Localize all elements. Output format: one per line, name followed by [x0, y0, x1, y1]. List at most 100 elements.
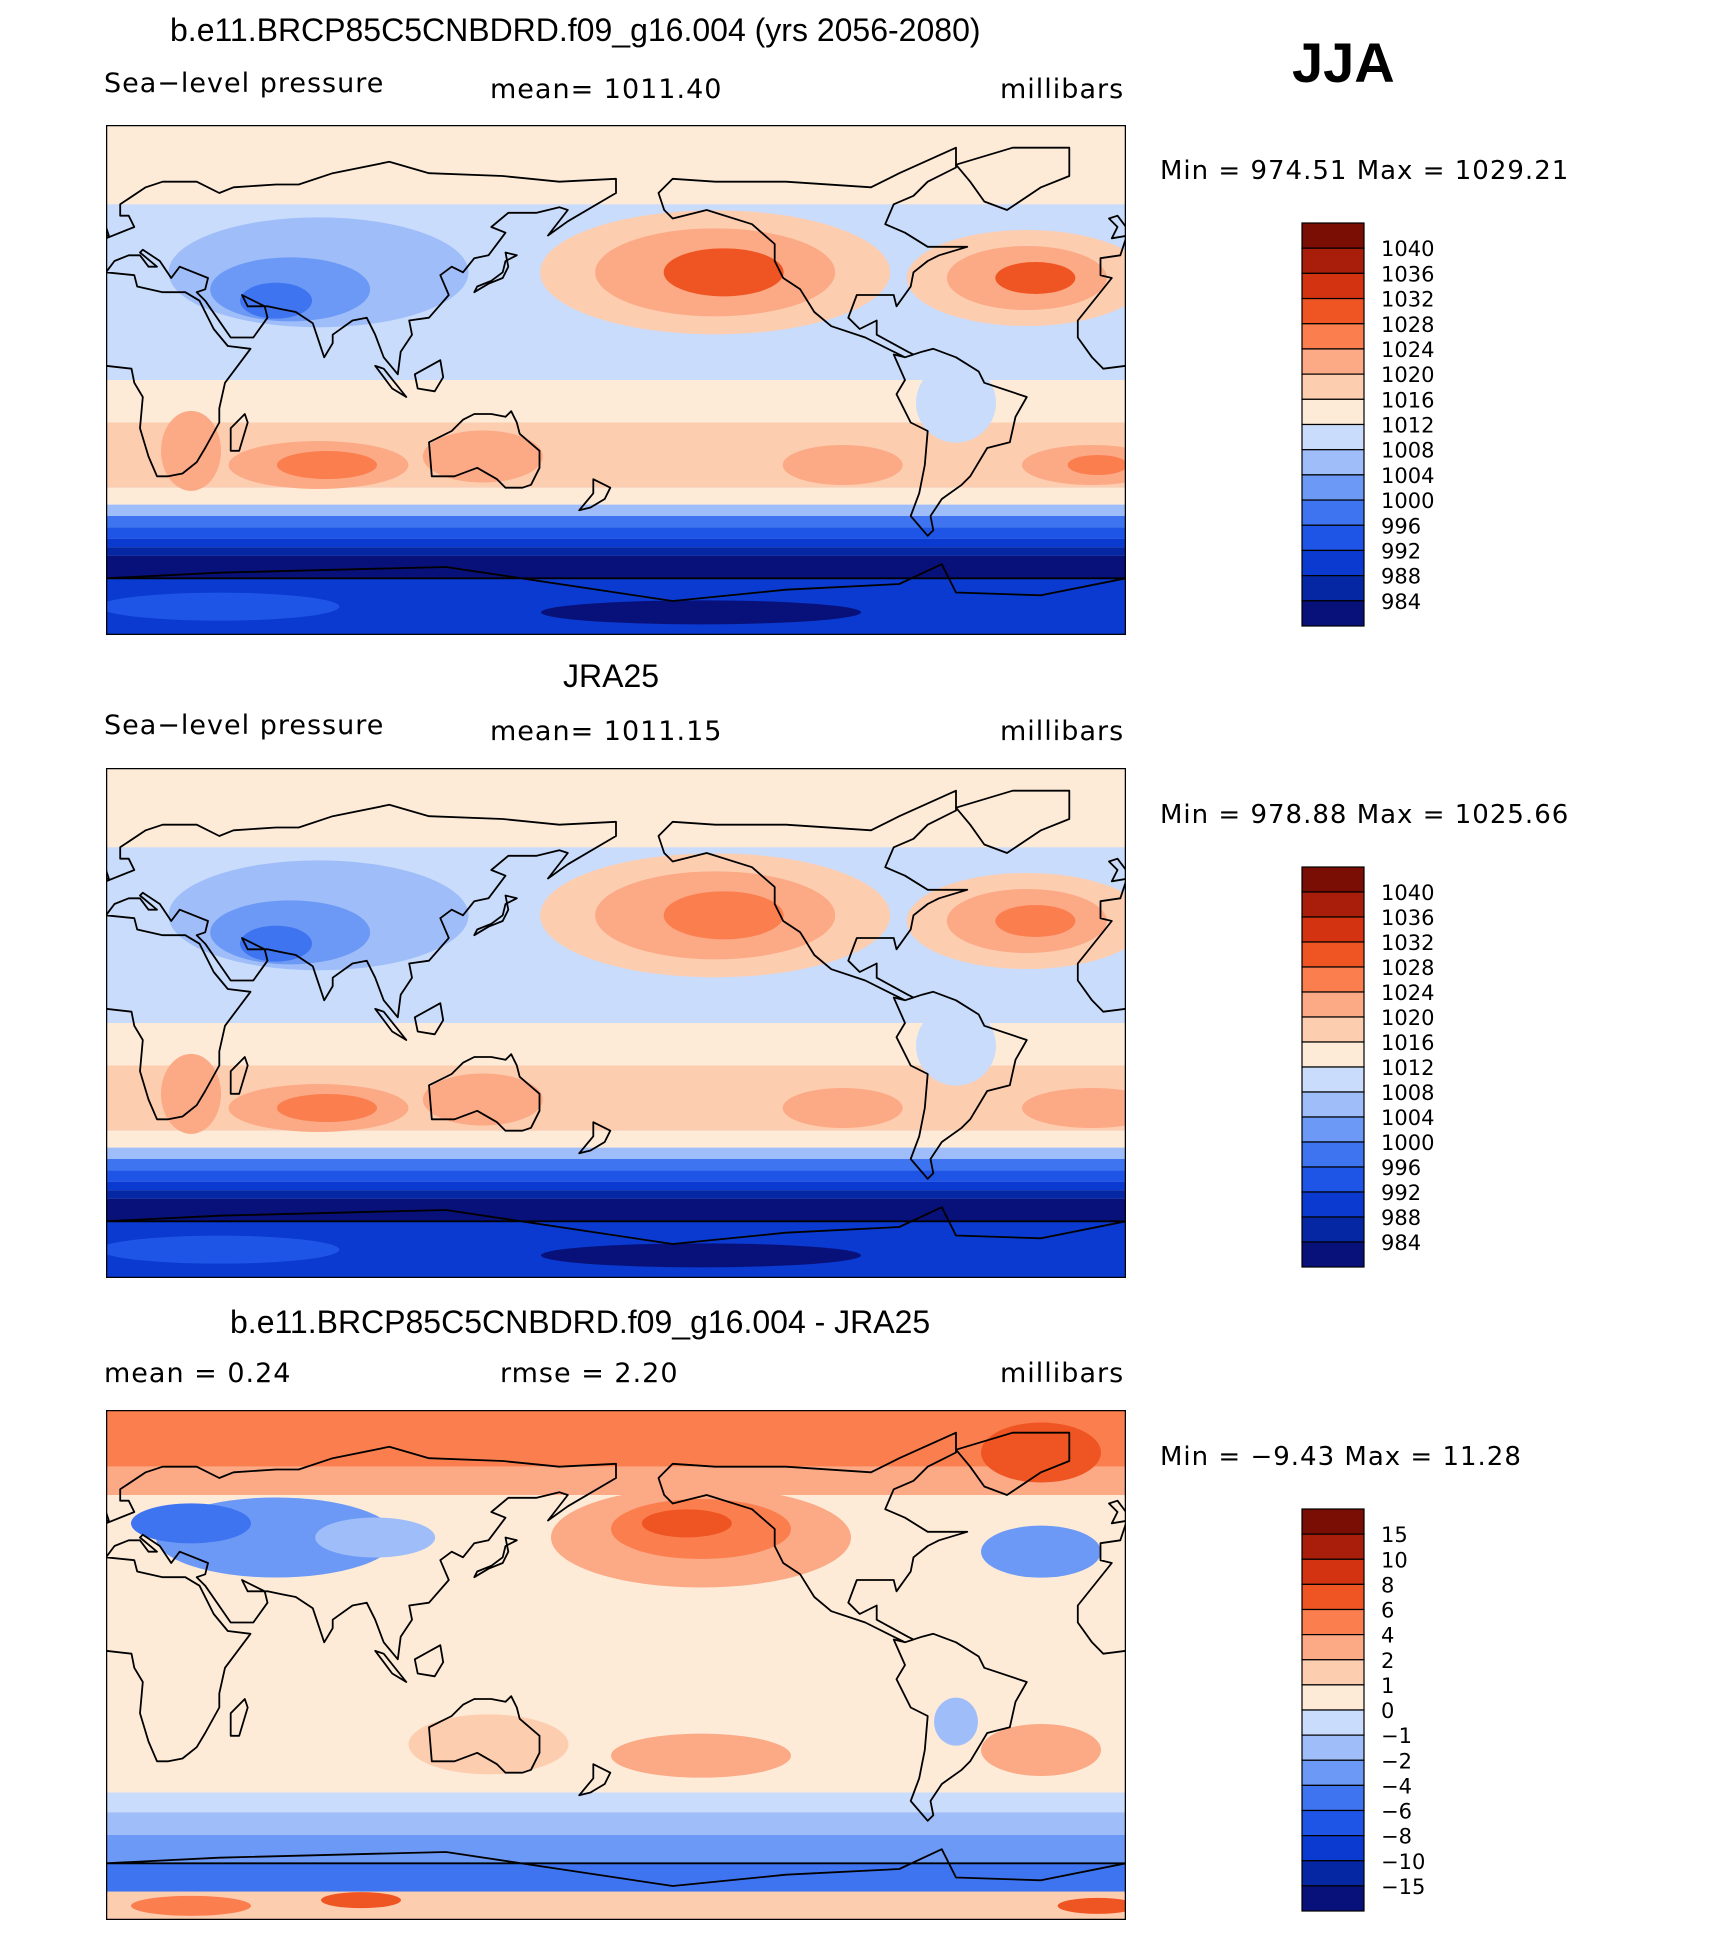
colorbar-swatch	[1301, 272, 1365, 300]
field-region	[1022, 1088, 1126, 1128]
field-region	[916, 362, 996, 443]
field-region	[161, 1053, 221, 1134]
colorbar-tick-label: 996	[1381, 514, 1421, 538]
colorbar-swatch	[1301, 1608, 1365, 1636]
colorbar-swatch	[1301, 1533, 1365, 1560]
panel2-units-label: millibars	[1000, 716, 1125, 747]
field-region	[916, 1005, 996, 1086]
colorbar-swatch	[1301, 1835, 1365, 1862]
coastline-uk-wrap	[1108, 857, 1126, 883]
coastline-nz	[578, 478, 612, 512]
colorbar-swatch	[1301, 348, 1365, 375]
panel2-title: JRA25	[563, 658, 660, 694]
coastline-uk	[106, 1510, 110, 1522]
coastline-greenland	[955, 789, 1071, 854]
colorbar-swatch	[1301, 1508, 1365, 1535]
coastline-antarctica	[106, 563, 1126, 602]
field-region	[277, 1094, 377, 1122]
colorbar-tick-label: 15	[1381, 1523, 1408, 1547]
field-region	[981, 1525, 1101, 1578]
colorbar-tick-label: 984	[1381, 1231, 1421, 1255]
colorbar-swatch	[1301, 1684, 1365, 1711]
colorbar-swatch	[1301, 1216, 1365, 1243]
field-band	[106, 1198, 1126, 1222]
coastline-antarctica	[106, 1848, 1126, 1887]
field-region	[782, 445, 903, 485]
panel1-units-label: millibars	[1000, 74, 1125, 105]
colorbar-tick-label: 1032	[1381, 931, 1434, 955]
field-region	[277, 451, 377, 479]
panel3-mean-label: mean = 0.24	[104, 1358, 292, 1389]
field-region	[408, 1714, 569, 1775]
colorbar-swatch	[1301, 1558, 1365, 1585]
field-region	[611, 1733, 791, 1778]
colorbar-swatch	[1301, 1141, 1365, 1168]
field-region	[663, 891, 784, 940]
field-region	[641, 1509, 732, 1538]
field-region	[981, 1422, 1101, 1483]
map-frame	[106, 125, 1126, 635]
panel1-title: b.e11.BRCP85C5CNBDRD.f09_g16.004 (yrs 20…	[170, 12, 981, 48]
colorbar-swatch	[1301, 1241, 1365, 1268]
field-band	[106, 1891, 1126, 1920]
colorbar-tick-label: −6	[1381, 1800, 1412, 1824]
field-band	[106, 1410, 1126, 1467]
coastline-nz	[578, 1763, 612, 1797]
coastline-madagascar	[229, 1698, 249, 1737]
field-region	[934, 1697, 978, 1746]
colorbar-tick-label: 4	[1381, 1624, 1394, 1648]
map-frame	[106, 768, 1126, 1278]
colorbar-tick-label: −2	[1381, 1749, 1412, 1773]
field-region	[782, 1088, 903, 1128]
panel1-min-max: Min = 974.51 Max = 1029.21	[1160, 156, 1570, 186]
field-region	[161, 410, 221, 491]
colorbar-swatch	[1301, 1634, 1365, 1661]
colorbar-swatch	[1301, 1885, 1365, 1912]
colorbar-tick-label: 1016	[1381, 388, 1434, 412]
colorbar-swatch	[1301, 1166, 1365, 1193]
field-band	[106, 1130, 1126, 1148]
colorbar-swatch	[1301, 1809, 1365, 1837]
colorbar-swatch	[1301, 1041, 1365, 1068]
field-region	[995, 262, 1076, 294]
colorbar-swatch	[1301, 247, 1365, 274]
colorbar-swatch	[1301, 1709, 1365, 1736]
field-band	[106, 538, 1126, 548]
coastline-nz	[578, 1121, 612, 1155]
colorbar-tick-label: −1	[1381, 1724, 1412, 1748]
panel3-units-label: millibars	[1000, 1358, 1125, 1389]
colorbar-tick-label: 992	[1381, 1181, 1421, 1205]
field-band	[106, 1181, 1126, 1191]
coastline-madagascar	[229, 413, 249, 452]
colorbar-swatch	[1301, 1066, 1365, 1093]
field-region	[1067, 455, 1126, 475]
coastline-europe_africa	[106, 160, 617, 478]
colorbar-swatch	[1301, 474, 1365, 501]
panel3-map	[106, 1410, 1126, 1920]
colorbar-tick-label: 1028	[1381, 956, 1434, 980]
panel3-min-max: Min = −9.43 Max = 11.28	[1160, 1442, 1522, 1472]
field-region	[131, 1895, 251, 1916]
colorbar-tick-label: 2	[1381, 1649, 1394, 1673]
colorbar-swatch	[1301, 549, 1365, 577]
season-label: JJA	[1292, 31, 1395, 94]
field-region	[422, 430, 543, 483]
field-band	[106, 487, 1126, 505]
colorbar-swatch	[1301, 1091, 1365, 1118]
field-region	[321, 1892, 401, 1909]
coastline-europe_africa	[106, 803, 617, 1121]
panel1-mean-label: mean= 1011.40	[490, 74, 723, 105]
colorbar-tick-label: 8	[1381, 1573, 1394, 1597]
coastline-america	[657, 789, 1028, 1180]
colorbar-tick-label: 1000	[1381, 489, 1434, 513]
field-band	[106, 1147, 1126, 1159]
coastline-uk	[106, 868, 110, 880]
colorbar-tick-label: −8	[1381, 1825, 1412, 1849]
panel2-min-max: Min = 978.88 Max = 1025.66	[1160, 800, 1570, 830]
field-region	[541, 600, 861, 625]
field-region	[699, 260, 760, 285]
colorbar-swatch	[1301, 297, 1365, 325]
field-band	[106, 547, 1126, 556]
colorbar-tick-label: 1028	[1381, 313, 1434, 337]
